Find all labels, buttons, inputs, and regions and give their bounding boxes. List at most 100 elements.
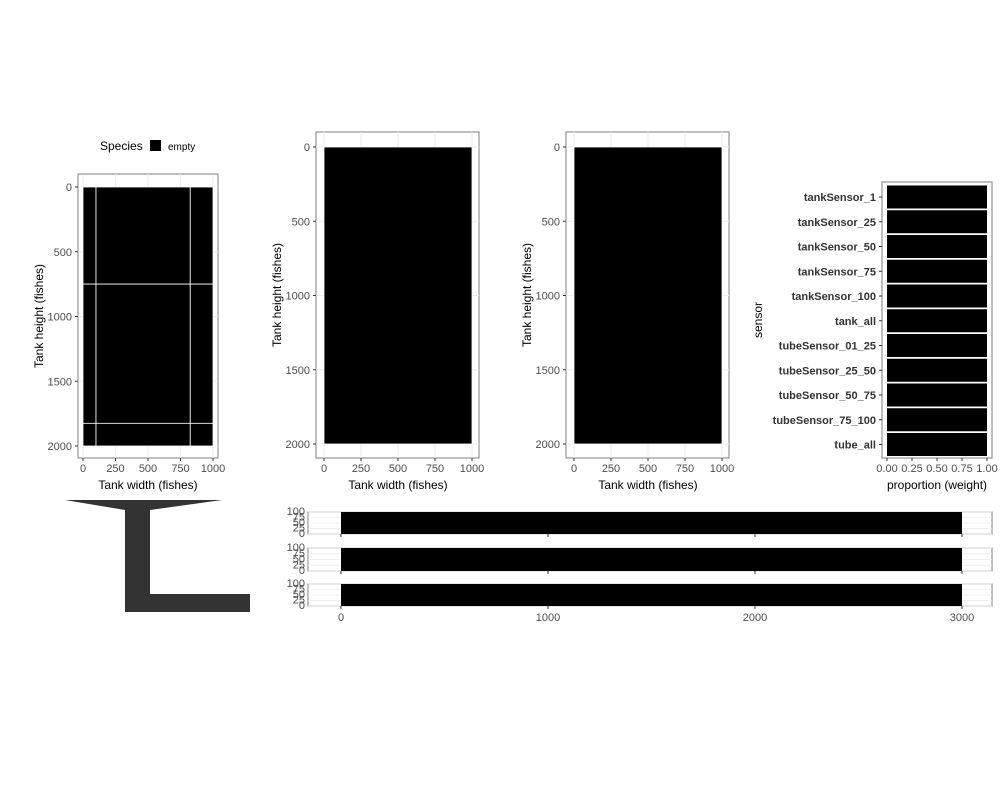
tank3-xtick-label: 250 — [602, 463, 620, 475]
sensor-label: tube_all — [834, 440, 876, 452]
tank2-xtick-label: 250 — [352, 463, 370, 475]
tube1-ytick-label: 50 — [293, 517, 305, 529]
tube1-area — [341, 512, 962, 534]
sensor-label: tankSensor_25 — [798, 217, 876, 229]
sensor-panel: tankSensor_1 tankSensor_25 tankSensor_50ta… — [751, 181, 998, 492]
tank2-ytick-label: 500 — [292, 216, 310, 228]
tank1-ytick-label: 0 — [66, 182, 72, 194]
tank3-ytick-label: 1500 — [536, 365, 560, 377]
tank3-xtick-label: 750 — [676, 463, 694, 475]
tank3-xtick-label: 500 — [639, 463, 657, 475]
sensor-label: tankSensor_75 — [798, 266, 876, 278]
tube2-ytick-label: 0 — [299, 565, 305, 577]
sensor-xtick-label: 0.75 — [951, 463, 972, 475]
sensor-label: tubeSensor_50_75 — [779, 390, 876, 402]
sensor-label: tubeSensor_01_25 — [779, 341, 876, 353]
tube3-ytick-label: 50 — [293, 589, 305, 601]
tank3-xaxis-title: Tank width (fishes) — [598, 478, 697, 492]
tube3-ytick-label: 100 — [287, 578, 305, 590]
tube3-xtick-label: 0 — [338, 612, 344, 624]
sensor-label: tankSensor_100 — [792, 291, 876, 303]
tank3-ytick-label: 1000 — [536, 291, 560, 303]
sensor-bar — [887, 334, 987, 357]
tank1-cell — [189, 283, 214, 424]
tank1-xaxis-title: Tank width (fishes) — [98, 478, 197, 492]
tank3-ytick-label: 0 — [554, 142, 560, 154]
tube2-ytick-label: 25 — [293, 559, 305, 571]
tank3-ytick-label: 2000 — [536, 439, 560, 451]
tank3-yaxis-title: Tank height (fishes) — [520, 243, 534, 347]
tube3-ytick-label: 0 — [299, 600, 305, 612]
tank1-xtick-label: 500 — [139, 463, 157, 475]
tank2-yaxis-title: Tank height (fishes) — [270, 243, 284, 347]
tank2-ytick-label: 2000 — [286, 439, 310, 451]
tube3-xtick-label: 1000 — [536, 612, 560, 624]
sensor-bar — [887, 210, 987, 234]
tank1-cell — [95, 186, 191, 285]
tank2-xaxis-title: Tank width (fishes) — [348, 478, 447, 492]
tube2-ytick-label: 75 — [293, 548, 305, 560]
tank1-cell — [189, 186, 214, 285]
sensor-xaxis-title: proportion (weight) — [887, 478, 987, 492]
sensor-bar — [887, 309, 987, 333]
sensor-xtick-label: 0.00 — [876, 463, 897, 475]
tank2-xtick-label: 0 — [321, 463, 327, 475]
tank1-panel: 0 250 500 750 1000 0 500 1000 1500 2000 Tank width… — [32, 173, 225, 492]
tube1-ytick-label: 75 — [293, 512, 305, 524]
tank1-ytick-label: 2000 — [48, 441, 72, 453]
tank1-xtick-label: 250 — [106, 463, 124, 475]
tank1-cell — [189, 422, 214, 447]
tank2-xtick-label: 750 — [426, 463, 444, 475]
tank1-cell — [95, 283, 191, 424]
sensor-bar — [887, 185, 987, 209]
legend-item-label: empty — [168, 142, 195, 153]
sensor-bar — [887, 408, 987, 432]
tank3-cell — [573, 146, 723, 445]
tank1-yaxis-title: Tank height (fishes) — [32, 264, 46, 368]
tank1-cell — [95, 422, 191, 447]
tank1-xtick-label: 750 — [171, 463, 189, 475]
tank2-ytick-label: 1500 — [286, 365, 310, 377]
tank2-panel: 0 250 500 750 1000 0 500 1000 1500 2000 Tank width… — [270, 131, 484, 492]
tube2-ytick-label: 100 — [287, 542, 305, 554]
legend: Species empty — [100, 139, 195, 153]
tank2-xtick-label: 500 — [389, 463, 407, 475]
tube1-ytick-label: 100 — [287, 506, 305, 518]
tank3-xtick-label: 1000 — [710, 463, 734, 475]
tank1-ytick-label: 500 — [54, 247, 72, 259]
tank1-ytick-label: 1000 — [48, 312, 72, 324]
sensor-label: tubeSensor_75_100 — [773, 415, 876, 427]
tank3-ytick-label: 500 — [542, 216, 560, 228]
tube3-xtick-label: 2000 — [743, 612, 767, 624]
sensor-bar — [887, 383, 987, 407]
tank2-ytick-label: 0 — [304, 142, 310, 154]
tube3-area — [341, 584, 962, 606]
tank2-ytick-label: 1000 — [286, 291, 310, 303]
sensor-label: tankSensor_50 — [798, 242, 876, 254]
tube2-ytick-label: 50 — [293, 554, 305, 566]
tube3-ytick-label: 25 — [293, 595, 305, 607]
sensor-bar — [887, 433, 987, 456]
tube3-xtick-label: 3000 — [950, 612, 974, 624]
tank3-xtick-label: 0 — [571, 463, 577, 475]
sensor-bar — [887, 284, 987, 308]
tube-shape-icon — [65, 500, 250, 612]
tube3-ytick-label: 75 — [293, 584, 305, 596]
tank1-cell — [82, 186, 97, 285]
sensor-bar — [887, 358, 987, 382]
tank2-cell — [323, 146, 473, 445]
sensor-label: tubeSensor_25_50 — [779, 365, 876, 377]
tube1-ytick-label: 0 — [299, 528, 305, 540]
tank1-ytick-label: 1500 — [48, 376, 72, 388]
sensor-yaxis-title: sensor — [751, 302, 765, 338]
tube2-area — [341, 548, 962, 571]
sensor-label: tank_all — [835, 316, 876, 328]
legend-key-swatch — [150, 140, 161, 151]
tank1-xtick-label: 1000 — [201, 463, 225, 475]
sensor-bar — [887, 235, 987, 258]
tank1-cell — [82, 422, 97, 447]
